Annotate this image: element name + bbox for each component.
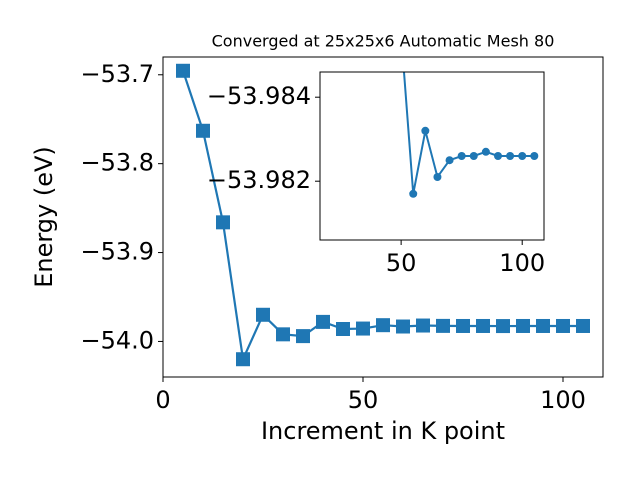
data-point [376, 318, 390, 333]
chart-title: Converged at 25x25x6 Automatic Mesh 80 [212, 32, 555, 51]
plot-area [402, 72, 539, 198]
data-point [336, 322, 350, 336]
data-point [530, 152, 539, 160]
x-axis-label: Increment in K point [261, 417, 505, 445]
plot-area [176, 63, 590, 367]
data-point [481, 147, 490, 156]
data-point [409, 189, 418, 198]
data-point [196, 123, 210, 138]
x-tick-label: 50 [386, 249, 417, 277]
data-point [536, 318, 550, 333]
y-tick-label: −54.0 [80, 326, 154, 354]
y-tick-label: −53.984 [207, 82, 311, 110]
data-point [316, 314, 330, 329]
data-point [256, 307, 270, 322]
axes-frame [319, 71, 545, 241]
data-point [516, 318, 530, 333]
data-point [296, 329, 310, 344]
data-point [396, 319, 410, 334]
axes-frame [162, 56, 604, 378]
data-point [356, 321, 370, 336]
data-point [469, 152, 478, 160]
data-point [216, 215, 230, 230]
y-tick-label: −53.9 [80, 238, 154, 266]
data-point [276, 327, 290, 342]
data-point [176, 63, 190, 78]
data-point [416, 318, 430, 333]
x-tick-label: 50 [348, 386, 379, 414]
x-tick-label: 100 [540, 386, 586, 414]
data-point [506, 152, 515, 160]
data-point [456, 318, 470, 333]
y-axis-label: Energy (eV) [30, 146, 58, 288]
data-point [433, 173, 442, 181]
y-tick-label: −53.982 [207, 166, 311, 194]
data-point [436, 318, 450, 333]
x-tick-label: 100 [499, 249, 545, 277]
data-point [421, 126, 430, 135]
y-tick-label: −53.7 [80, 60, 154, 88]
x-tick-label: 0 [155, 386, 170, 414]
data-point [457, 152, 466, 160]
data-point [518, 152, 527, 160]
y-tick-label: −53.8 [80, 149, 154, 177]
data-point [556, 318, 570, 333]
data-point [496, 319, 510, 334]
data-point [576, 318, 590, 333]
data-point [493, 152, 502, 160]
data-point [476, 318, 490, 333]
data-point [236, 352, 250, 367]
data-point [445, 156, 454, 165]
